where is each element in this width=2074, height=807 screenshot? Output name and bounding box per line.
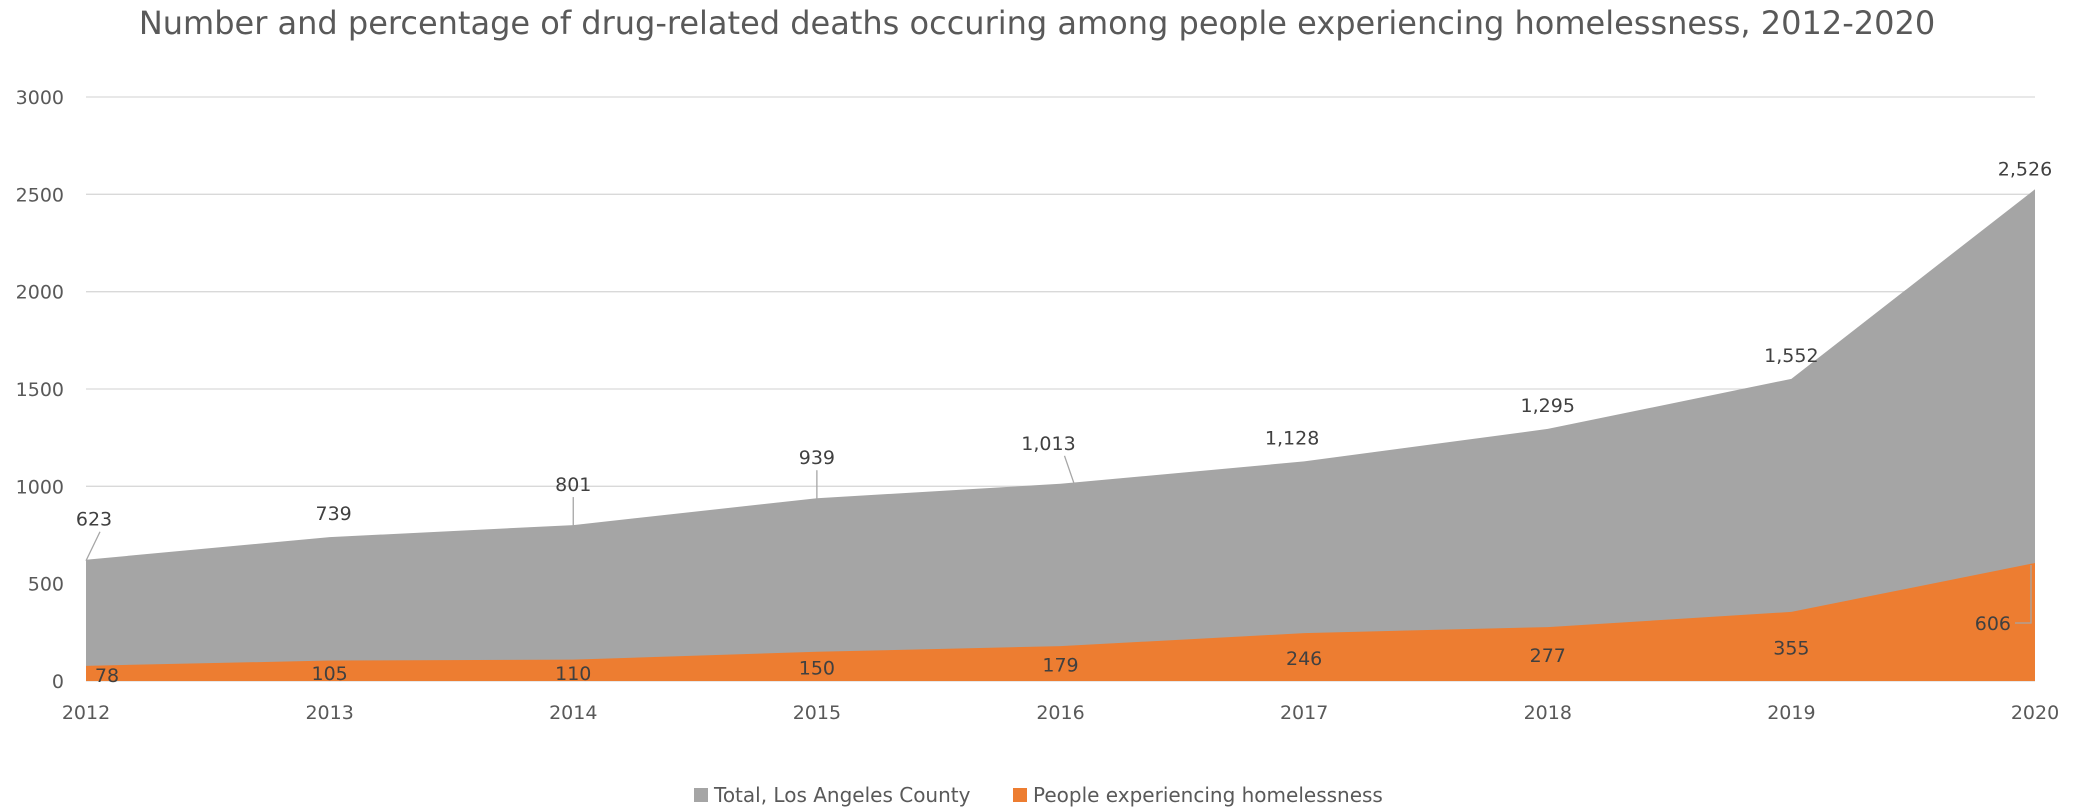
plot-area (86, 189, 2035, 681)
legend-label: Total, Los Angeles County (713, 783, 971, 807)
legend-swatch (694, 788, 708, 802)
data-label-leaders (85, 455, 2032, 624)
legend-swatch (1013, 788, 1027, 802)
x-tick-label: 2017 (1280, 702, 1328, 724)
data-label-total: 1,128 (1265, 427, 1319, 449)
data-label-homelessness: 246 (1286, 648, 1322, 670)
y-tick-label: 3000 (16, 87, 64, 109)
y-tick-label: 1500 (16, 379, 64, 401)
data-label-leader (2015, 565, 2032, 624)
x-axis: 2012 2013 2014 2015 2016 2017 2018 2019 2020 (62, 702, 2059, 724)
y-tick-label: 2000 (16, 282, 64, 304)
data-label-homelessness: 78 (95, 665, 119, 687)
data-label-total: 623 (76, 509, 112, 531)
y-tick-label: 1000 (16, 476, 64, 498)
x-tick-label: 2019 (1767, 702, 1815, 724)
data-label-homelessness: 606 (1975, 613, 2011, 635)
y-tick-label: 2500 (16, 184, 64, 206)
x-tick-label: 2018 (1524, 702, 1572, 724)
x-tick-label: 2014 (549, 702, 597, 724)
data-label-total: 1,295 (1521, 395, 1575, 417)
x-tick-label: 2012 (62, 702, 110, 724)
data-label-homelessness: 277 (1530, 645, 1566, 667)
data-label-homelessness: 110 (555, 663, 591, 685)
data-label-total: 739 (315, 503, 351, 525)
data-label-leader (85, 531, 101, 562)
data-label-total: 2,526 (1998, 158, 2052, 180)
y-tick-label: 0 (52, 671, 64, 693)
data-label-total: 1,013 (1021, 433, 1075, 455)
data-label-total: 801 (555, 474, 591, 496)
y-tick-label: 500 (28, 574, 64, 596)
data-label-homelessness: 355 (1773, 637, 1809, 659)
x-tick-label: 2020 (2011, 702, 2059, 724)
legend: Total, Los Angeles County People experien… (694, 783, 1383, 807)
chart-title: Number and percentage of drug-related de… (139, 4, 1935, 42)
data-label-homelessness: 150 (799, 657, 835, 679)
y-axis: 0 500 1000 1500 2000 2500 3000 (16, 87, 64, 693)
data-label-leader (1063, 455, 1076, 486)
data-label-total: 939 (799, 447, 835, 469)
x-tick-label: 2015 (793, 702, 841, 724)
data-label-homelessness: 105 (311, 663, 347, 685)
series-area (86, 189, 2035, 681)
series-area (86, 563, 2035, 681)
data-label-homelessness: 179 (1042, 655, 1078, 677)
data-label-total: 1,552 (1764, 345, 1818, 367)
data-labels: 623 739 801 939 1,013 1,128 1,295 1,552 2,526 78 1… (76, 158, 2052, 687)
x-tick-label: 2013 (305, 702, 353, 724)
x-tick-label: 2016 (1036, 702, 1084, 724)
legend-label: People experiencing homelessness (1033, 783, 1383, 807)
